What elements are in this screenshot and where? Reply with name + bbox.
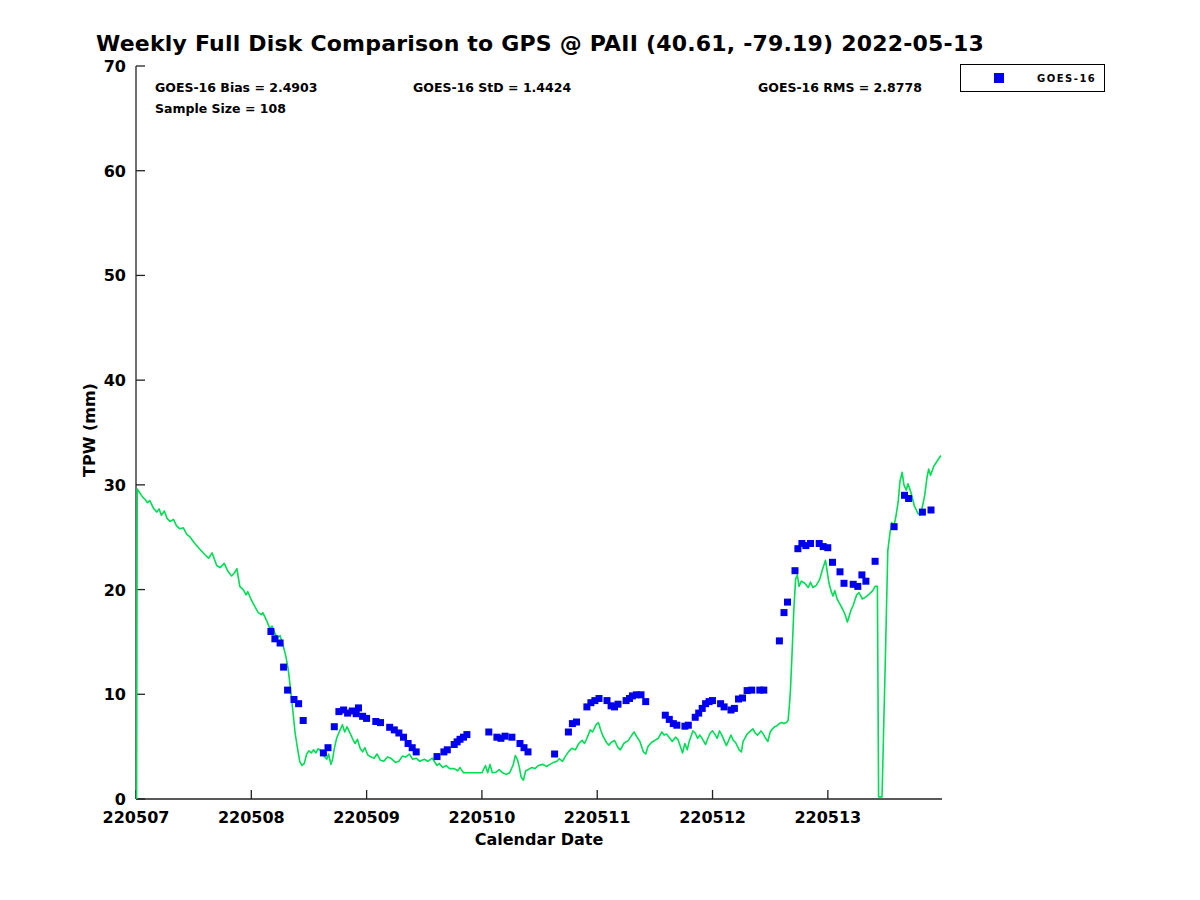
goes16-marker [731, 705, 738, 712]
x-tick-label: 220513 [794, 808, 861, 827]
x-tick-label: 220509 [333, 808, 400, 827]
goes16-marker [463, 731, 470, 738]
goes16-marker [508, 734, 515, 741]
goes16-marker [685, 722, 692, 729]
goes16-marker [525, 748, 532, 755]
goes16-marker [573, 719, 580, 726]
goes16-marker [267, 628, 274, 635]
goes16-marker [748, 687, 755, 694]
goes16-marker [485, 729, 492, 736]
gps-line [137, 456, 941, 800]
goes16-marker [776, 637, 783, 644]
goes16-marker [919, 509, 926, 516]
goes16-marker [325, 744, 332, 751]
goes16-marker [928, 507, 935, 514]
goes16-marker [862, 578, 869, 585]
goes16-marker [400, 734, 407, 741]
x-tick-label: 220512 [679, 808, 746, 827]
goes16-marker [638, 691, 645, 698]
goes16-marker [551, 751, 558, 758]
goes16-marker [363, 715, 370, 722]
y-tick-label: 0 [115, 790, 126, 809]
y-tick-label: 60 [104, 162, 126, 181]
goes16-marker [331, 723, 338, 730]
goes16-marker [413, 748, 420, 755]
goes16-marker [760, 687, 767, 694]
chart-canvas: 0 10 20 30 40 50 60 70 220507 220508 220509 220510 2… [0, 0, 1200, 900]
x-tick-label: 220510 [449, 808, 516, 827]
goes16-marker [807, 540, 814, 547]
goes16-marker [434, 753, 441, 760]
goes16-marker [784, 599, 791, 606]
goes16-marker [837, 568, 844, 575]
y-tick-label: 50 [104, 266, 126, 285]
goes16-marker [709, 697, 716, 704]
goes16-marker [502, 733, 509, 740]
x-tick-label: 220507 [103, 808, 170, 827]
goes16-marker [355, 704, 362, 711]
y-tick-label: 10 [104, 685, 126, 704]
goes16-marker [792, 567, 799, 574]
goes16-marker [280, 664, 287, 671]
goes16-marker [905, 495, 912, 502]
goes16-marker [444, 746, 451, 753]
goes16-marker [872, 558, 879, 565]
goes16-marker [284, 687, 291, 694]
goes16-marker [295, 700, 302, 707]
y-tick-label: 30 [104, 476, 126, 495]
goes16-marker [841, 580, 848, 587]
goes16-marker [673, 722, 680, 729]
y-tick-label: 70 [104, 57, 126, 76]
goes16-marker [721, 703, 728, 710]
goes16-marker [824, 544, 831, 551]
goes16-marker [642, 698, 649, 705]
goes16-marker [739, 695, 746, 702]
x-tick-label: 220511 [564, 808, 631, 827]
goes16-marker [300, 717, 307, 724]
goes16-marker [829, 559, 836, 566]
goes16-marker [854, 583, 861, 590]
goes16-marker [615, 701, 622, 708]
x-tick-label: 220508 [218, 808, 285, 827]
goes16-marker [565, 729, 572, 736]
goes16-marker [781, 609, 788, 616]
goes16-marker [596, 695, 603, 702]
goes16-marker [891, 523, 898, 530]
goes16-marker [858, 571, 865, 578]
figure-window: { "title": "Weekly Full Disk Comparison … [0, 0, 1200, 900]
goes16-marker [277, 640, 284, 647]
y-tick-label: 40 [104, 371, 126, 390]
y-tick-label: 20 [104, 581, 126, 600]
goes16-marker [377, 719, 384, 726]
